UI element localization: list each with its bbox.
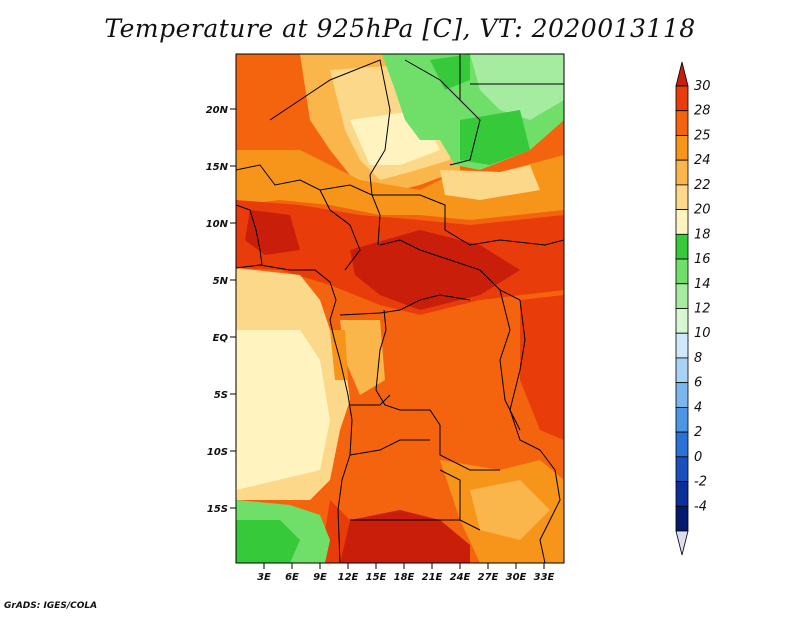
temperature-field	[236, 54, 564, 563]
lon-tick-label: 33E	[534, 572, 555, 583]
lon-tick-label: 21E	[422, 572, 443, 583]
colorbar-swatch	[675, 135, 689, 161]
colorbar-label: 12	[694, 302, 711, 317]
colorbar-swatch	[675, 505, 689, 532]
lon-tick-label: 15E	[366, 572, 387, 583]
colorbar-swatch	[675, 481, 689, 507]
colorbar-label: 16	[694, 252, 711, 267]
lon-tick-label: 12E	[338, 572, 359, 583]
colorbar-label: 2	[694, 425, 702, 440]
colorbar-swatch	[675, 283, 689, 309]
colorbar-label: 18	[694, 227, 711, 242]
colorbar-swatch	[675, 110, 689, 136]
colorbar-swatch	[675, 209, 689, 235]
credit-label: GrADS: IGES/COLA	[4, 601, 98, 611]
lat-tick-label: 5N	[213, 276, 229, 287]
map-title: Temperature at 925hPa [C], VT: 202001311…	[104, 14, 696, 43]
lat-tick-label: EQ	[213, 333, 229, 344]
longitude-axis: 3E 6E 9E 12E 15E 18E 21E 24E 27E 30E 33E	[257, 563, 555, 583]
colorbar-label: 22	[694, 178, 711, 193]
colorbar-label: 20	[694, 203, 711, 218]
colorbar-label: 0	[694, 450, 702, 465]
colorbar-label: 14	[694, 277, 711, 292]
colorbar-swatch	[675, 159, 689, 186]
lat-tick-label: 5S	[214, 390, 228, 401]
colorbar-swatch	[675, 456, 689, 482]
lat-tick-label: 10S	[207, 447, 228, 458]
colorbar-label: 25	[694, 128, 711, 143]
colorbar-label: 10	[694, 326, 711, 341]
lon-tick-label: 9E	[313, 572, 327, 583]
colorbar-swatch	[675, 233, 689, 260]
colorbar-label: -2	[694, 475, 707, 490]
lat-tick-label: 20N	[206, 105, 229, 116]
colorbar-label: 24	[694, 153, 711, 168]
lon-tick-label: 3E	[257, 572, 271, 583]
lon-tick-label: 18E	[394, 572, 415, 583]
colorbar-swatch	[675, 406, 689, 433]
lon-tick-label: 24E	[450, 572, 471, 583]
lon-tick-label: 6E	[285, 572, 299, 583]
lon-tick-label: 30E	[506, 572, 527, 583]
latitude-axis: 20N 15N 10N 5N EQ 5S 10S 15S	[206, 105, 236, 515]
boundaries	[236, 54, 564, 563]
colorbar-swatch	[675, 431, 689, 458]
lon-tick-label: 27E	[478, 572, 499, 583]
colorbar-swatch	[675, 308, 689, 334]
colorbar-swatch	[675, 85, 689, 112]
colorbar-swatch	[675, 382, 689, 408]
colorbar-swatch	[675, 184, 689, 211]
colorbar-swatch	[675, 332, 689, 359]
colorbar-swatch	[675, 258, 689, 285]
lat-tick-label: 10N	[206, 219, 229, 230]
colorbar-label: 6	[694, 376, 702, 391]
colorbar-label: 28	[694, 104, 711, 119]
colorbar-label: 4	[694, 400, 702, 415]
colorbar-top-arrow	[675, 61, 689, 87]
colorbar-label: 30	[694, 79, 711, 94]
colorbar-label: -4	[694, 499, 707, 514]
lat-tick-label: 15N	[206, 162, 229, 173]
colorbar-label: 8	[694, 351, 702, 366]
colorbar-bottom-arrow	[675, 530, 689, 556]
lat-tick-label: 15S	[207, 504, 228, 515]
colorbar-swatch	[675, 357, 689, 384]
